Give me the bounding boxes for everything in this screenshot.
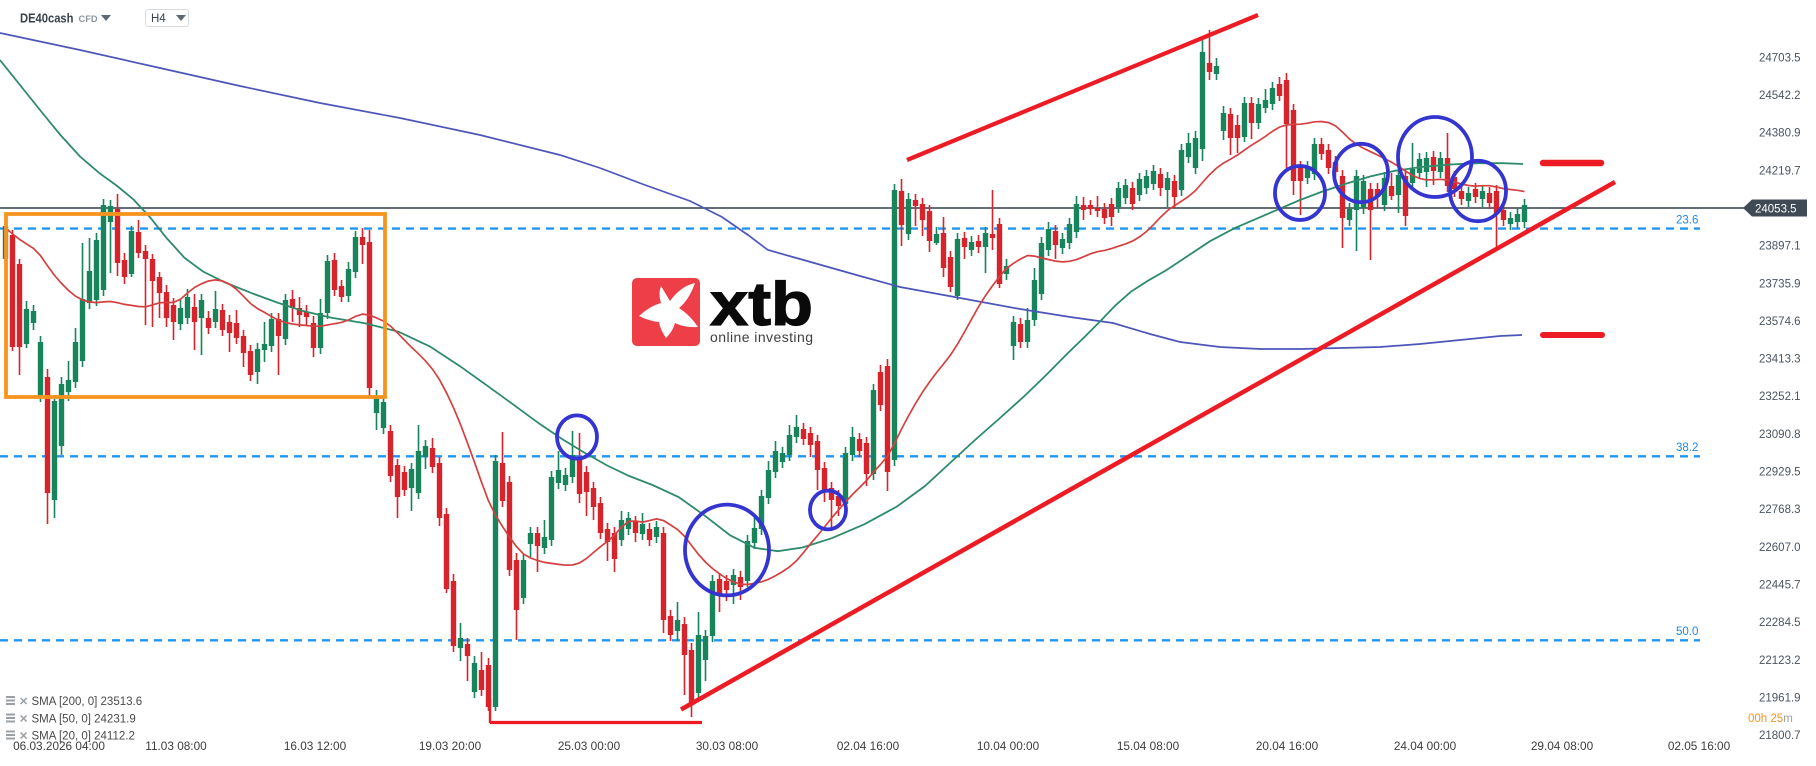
- svg-text:✕: ✕: [19, 714, 28, 726]
- svg-text:29.04 08:00: 29.04 08:00: [1531, 739, 1594, 753]
- svg-text:✕: ✕: [19, 696, 28, 708]
- svg-text:23574.6: 23574.6: [1759, 316, 1801, 328]
- svg-text:22284.5: 22284.5: [1759, 617, 1801, 629]
- svg-text:24219.7: 24219.7: [1759, 165, 1801, 177]
- svg-text:22768.3: 22768.3: [1759, 504, 1801, 516]
- svg-text:23090.8: 23090.8: [1759, 429, 1801, 441]
- svg-text:24542.2: 24542.2: [1759, 90, 1801, 102]
- svg-text:23.6: 23.6: [1676, 215, 1698, 227]
- svg-text:16.03 12:00: 16.03 12:00: [284, 739, 347, 753]
- svg-text:00h 25m: 00h 25m: [1748, 713, 1793, 725]
- svg-text:23252.1: 23252.1: [1759, 391, 1801, 403]
- svg-text:22445.7: 22445.7: [1759, 580, 1801, 592]
- svg-text:25.03 00:00: 25.03 00:00: [558, 739, 621, 753]
- svg-text:06.03.2026 04:00: 06.03.2026 04:00: [13, 739, 105, 753]
- svg-text:xtb: xtb: [710, 270, 813, 338]
- svg-text:10.04 00:00: 10.04 00:00: [977, 739, 1040, 753]
- svg-text:✕: ✕: [19, 731, 28, 743]
- svg-text:24703.5: 24703.5: [1759, 52, 1801, 64]
- svg-text:19.03 20:00: 19.03 20:00: [419, 739, 482, 753]
- svg-text:22123.2: 22123.2: [1759, 655, 1801, 667]
- svg-text:24380.9: 24380.9: [1759, 128, 1801, 140]
- svg-text:24053.5: 24053.5: [1755, 204, 1797, 216]
- svg-text:22607.0: 22607.0: [1759, 542, 1801, 554]
- svg-text:50.0: 50.0: [1676, 626, 1698, 638]
- svg-text:H4: H4: [151, 13, 166, 25]
- svg-text:CFD: CFD: [79, 14, 98, 24]
- svg-text:21800.7: 21800.7: [1759, 730, 1801, 742]
- svg-text:24.04 00:00: 24.04 00:00: [1394, 739, 1457, 753]
- svg-text:11.03 08:00: 11.03 08:00: [145, 739, 207, 753]
- svg-text:02.04 16:00: 02.04 16:00: [837, 739, 900, 753]
- svg-text:22929.5: 22929.5: [1759, 467, 1801, 479]
- svg-text:21961.9: 21961.9: [1759, 692, 1801, 704]
- svg-text:SMA [200, 0] 23513.6: SMA [200, 0] 23513.6: [32, 696, 143, 708]
- svg-text:23413.3: 23413.3: [1759, 354, 1801, 366]
- svg-text:SMA [50, 0] 24231.9: SMA [50, 0] 24231.9: [32, 714, 136, 726]
- svg-text:DE40cash: DE40cash: [20, 11, 74, 26]
- svg-text:38.2: 38.2: [1676, 442, 1698, 454]
- svg-text:online investing: online investing: [710, 329, 813, 345]
- svg-text:20.04 16:00: 20.04 16:00: [1256, 739, 1319, 753]
- svg-text:SMA [20, 0] 24112.2: SMA [20, 0] 24112.2: [32, 731, 135, 743]
- svg-text:23735.9: 23735.9: [1759, 278, 1801, 290]
- svg-text:30.03 08:00: 30.03 08:00: [696, 739, 759, 753]
- svg-text:15.04 08:00: 15.04 08:00: [1117, 739, 1180, 753]
- svg-text:23897.1: 23897.1: [1759, 241, 1801, 253]
- svg-text:02.05 16:00: 02.05 16:00: [1668, 739, 1731, 753]
